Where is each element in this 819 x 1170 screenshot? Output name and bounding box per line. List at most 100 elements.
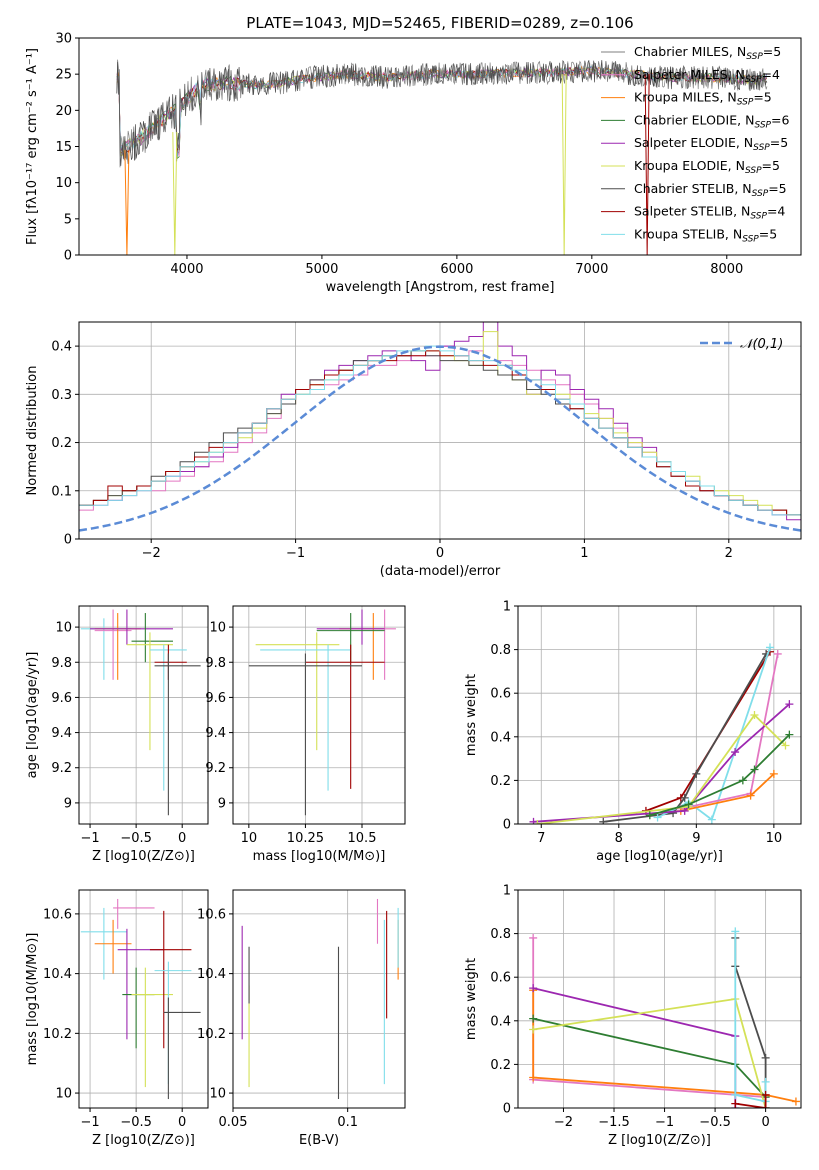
weight-z-plot	[529, 927, 800, 1108]
residuals-xtick-label: 2	[725, 546, 733, 561]
weight-age-marker-kroupa_stelib	[765, 643, 774, 652]
legend-label-kroupa_stelib: Kroupa STELIB, NSSP=5	[634, 226, 777, 244]
weight-age-marker-chabrier_stelib	[680, 793, 689, 802]
weight-z-marker-kroupa_miles	[791, 1097, 800, 1106]
age-mass-ytick-label: 9.2	[205, 761, 226, 776]
weight-z-line-kroupa_miles	[532, 990, 797, 1103]
weight-age-frame	[517, 605, 802, 825]
residuals-hist-salpeter_miles	[79, 345, 801, 521]
residuals-ytick-label: 0.4	[51, 340, 72, 355]
age-mass-xtick-label: 10.5	[348, 831, 377, 846]
weight-age-ytick-label: 0.6	[490, 687, 511, 702]
age-z-xtick-label: −0.5	[120, 831, 152, 846]
residuals-xtick-label: 1	[580, 546, 588, 561]
weight-z-line-chabrier_stelib	[734, 938, 767, 1108]
weight-age-marker-salpeter_elodie	[785, 700, 794, 709]
spectrum-ytick-label: 5	[64, 212, 72, 227]
mass-ebv-ytick-label: 10.4	[197, 967, 226, 982]
spectrum-panel: 4000 5000 6000 7000 8000 0 5 10 15 20 25 30 waveleng…	[25, 32, 802, 295]
weight-age-ytick-label: 1	[503, 600, 511, 615]
spectrum-xlabel: wavelength [Angstrom, rest frame]	[326, 280, 555, 295]
weight-age-marker-chabrier_elodie	[738, 776, 747, 785]
weight-age-marker-kroupa_stelib	[707, 815, 716, 824]
age-z-xtick-label: −1	[80, 831, 99, 846]
weight-z-ylabel: mass weight	[464, 958, 479, 1040]
age-z-ytick-label: 10	[55, 621, 72, 636]
mass-ebv-panel: 0.05 0.1 10 10.2 10.4 10.6 E(B-V)	[197, 889, 406, 1148]
age-z-plot	[80, 609, 201, 816]
age-mass-plot	[248, 609, 396, 816]
mass-z-ytick-label: 10	[55, 1087, 72, 1102]
spectrum-ytick-label: 25	[55, 68, 72, 83]
weight-age-marker-salpeter_miles	[773, 649, 782, 658]
weight-z-ytick-label: 1	[503, 884, 511, 899]
spectrum-ytick-label: 30	[55, 32, 72, 47]
weight-z-marker-salpeter_stelib	[731, 1099, 740, 1108]
weight-age-xlabel: age [log10(age/yr)]	[596, 849, 723, 864]
weight-z-xtick-label: −1.5	[598, 1115, 630, 1130]
weight-age-marker-salpeter_elodie	[731, 748, 740, 757]
weight-age-xtick-label: 8	[615, 831, 623, 846]
spectrum-drop	[172, 132, 178, 255]
age-mass-panel: 10 10.25 10.5 9 9.2 9.4 9.6 9.8 10 mass [log10(M/…	[205, 605, 406, 864]
spectrum-ytick-label: 10	[55, 176, 72, 191]
weight-z-xtick-label: −2	[554, 1115, 573, 1130]
weight-z-xtick-label: 0	[761, 1115, 769, 1130]
weight-z-marker-kroupa_stelib	[731, 927, 740, 936]
weight-z-marker-kroupa_miles	[529, 1073, 538, 1082]
spectrum-ytick-label: 15	[55, 140, 72, 155]
weight-z-marker-chabrier_stelib	[761, 1053, 770, 1062]
residuals-ylabel: Normed distribution	[25, 366, 40, 496]
age-z-ytick-label: 9.4	[51, 726, 72, 741]
weight-z-marker-kroupa_elodie	[529, 1025, 538, 1034]
age-mass-ytick-label: 9.8	[205, 656, 226, 671]
age-z-ytick-label: 9.8	[51, 656, 72, 671]
weight-z-frame	[517, 889, 802, 1109]
legend-label-salpeter_elodie: Salpeter ELODIE, NSSP=5	[634, 135, 788, 153]
residuals-xtick-label: 0	[436, 546, 444, 561]
weight-age-xtick-label: 7	[537, 831, 545, 846]
weight-z-line-salpeter_stelib	[735, 1094, 767, 1108]
mass-ebv-xtick-label: 0.05	[219, 1115, 248, 1130]
age-z-ytick-label: 9	[64, 796, 72, 811]
weight-z-ytick-label: 0.4	[490, 1014, 511, 1029]
mass-ebv-ytick-label: 10	[209, 1087, 226, 1102]
age-mass-ytick-label: 9.6	[205, 691, 226, 706]
weight-z-ytick-label: 0	[503, 1102, 511, 1117]
age-mass-ytick-label: 9.4	[205, 726, 226, 741]
age-mass-frame	[232, 605, 406, 825]
residuals-xtick-label: −1	[286, 546, 305, 561]
residuals-xtick-label: −2	[142, 546, 161, 561]
weight-age-marker-kroupa_elodie	[750, 711, 759, 719]
weight-age-marker-kroupa_miles	[769, 769, 778, 778]
spectrum-ytick-label: 0	[64, 249, 72, 264]
weight-age-ylabel: mass weight	[464, 674, 479, 756]
residuals-normal-curve	[79, 345, 801, 532]
residuals-ytick-label: 0.1	[51, 484, 72, 499]
spectrum-ytick-label: 20	[55, 104, 72, 119]
mass-ebv-plot	[241, 898, 399, 1100]
age-z-xlabel: Z [log10(Z/Z⊙)]	[92, 849, 195, 864]
weight-age-marker-salpeter_elodie	[680, 806, 689, 815]
weight-age-xtick-label: 10	[766, 831, 783, 846]
mass-z-xtick-label: −0.5	[120, 1115, 152, 1130]
spectrum-drop	[561, 74, 567, 255]
weight-age-marker-kroupa_miles	[746, 791, 755, 800]
residuals-legend-label: 𝒩(0,1)	[740, 337, 783, 352]
weight-z-xlabel: Z [log10(Z/Z⊙)]	[608, 1133, 711, 1148]
weight-age-marker-kroupa_stelib	[653, 813, 662, 822]
mass-z-ytick-label: 10.4	[43, 967, 72, 982]
weight-z-marker-chabrier_elodie	[529, 1014, 538, 1023]
mass-ebv-xtick-label: 0.1	[337, 1115, 358, 1130]
legend-label-salpeter_miles: Salpeter MILES, NSSP=4	[634, 67, 780, 85]
mass-z-ylabel: mass [log10(M/M⊙)]	[25, 933, 40, 1066]
weight-age-marker-chabrier_elodie	[684, 800, 693, 809]
age-z-ytick-label: 9.6	[51, 691, 72, 706]
weight-age-marker-chabrier_stelib	[599, 817, 608, 824]
legend-label-kroupa_miles: Kroupa MILES, NSSP=5	[634, 90, 772, 108]
residuals-ytick-label: 0.2	[51, 436, 72, 451]
legend-label-kroupa_elodie: Kroupa ELODIE, NSSP=5	[634, 158, 780, 176]
age-mass-xlabel: mass [log10(M/M⊙)]	[253, 849, 386, 864]
mass-ebv-ytick-label: 10.2	[197, 1027, 226, 1042]
